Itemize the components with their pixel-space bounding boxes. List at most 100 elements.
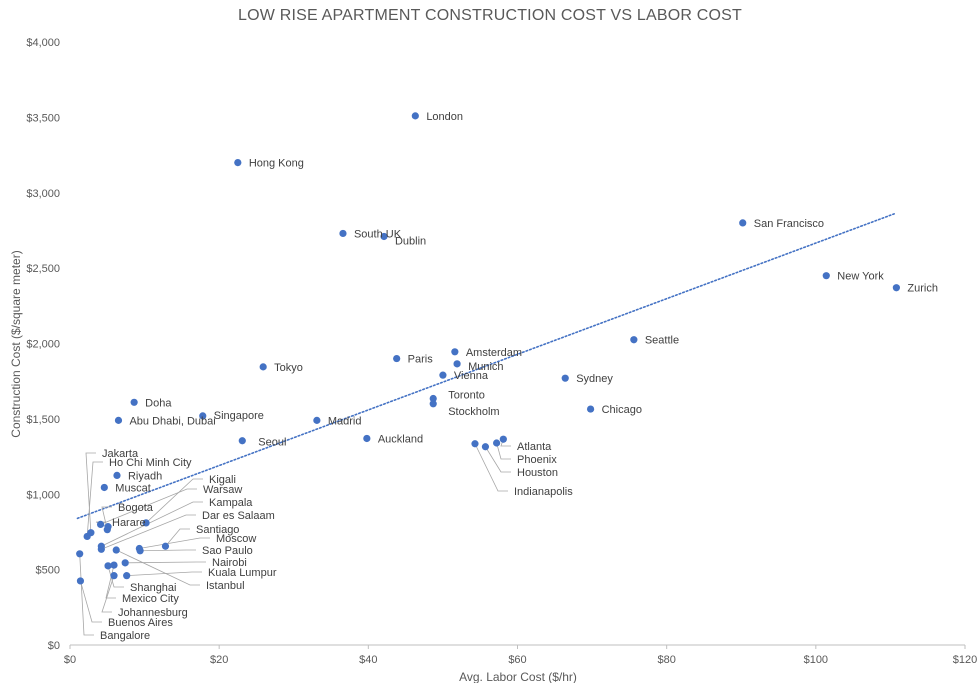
x-tick-label: $0	[64, 654, 76, 666]
leader-kampala	[101, 501, 203, 547]
point-london	[411, 112, 419, 120]
label-kuala-lumpur: Kuala Lumpur	[208, 567, 277, 579]
x-axis-title: Avg. Labor Cost ($/hr)	[459, 670, 577, 683]
label-toronto: Toronto	[448, 390, 485, 402]
point-kigali	[142, 519, 150, 527]
leader-moscow	[139, 537, 210, 549]
label-kigali: Kigali	[209, 474, 236, 486]
leader-warsaw	[100, 488, 197, 525]
label-munich: Munich	[468, 361, 503, 373]
label-south-uk: South UK	[354, 228, 402, 240]
point-new-york	[822, 272, 830, 280]
y-tick-label: $1,500	[26, 414, 60, 426]
point-phoenix	[493, 439, 501, 447]
label-seoul: Seoul	[258, 437, 286, 449]
point-toronto	[429, 394, 437, 403]
point-south-uk	[339, 229, 347, 238]
point-houston	[481, 443, 490, 451]
point-zurich	[892, 284, 900, 292]
y-tick-label: $1,000	[26, 489, 60, 501]
label-singapore: Singapore	[214, 410, 264, 422]
label-chicago: Chicago	[602, 404, 642, 416]
label-london: London	[426, 111, 463, 123]
leader-shanghai	[107, 565, 124, 588]
point-warsaw	[96, 520, 105, 529]
axes: $0 $20 $40 $60 $80 $100 $120 $0 $500 $1,000 $1,500…	[26, 37, 977, 666]
label-jakarta: Jakarta	[102, 448, 139, 460]
label-san-francisco: San Francisco	[754, 218, 824, 230]
leader-buenos-aires	[80, 580, 102, 623]
label-bogota: Bogota	[118, 502, 154, 514]
leader-jakarta	[85, 452, 96, 533]
point-santiago	[161, 542, 170, 550]
x-tick-label: $40	[359, 654, 377, 666]
y-tick-label: $2,500	[26, 263, 60, 275]
point-tokyo	[259, 363, 267, 371]
label-vienna: Vienna	[454, 370, 489, 382]
point-istanbul	[112, 546, 120, 554]
label-paris: Paris	[408, 354, 434, 366]
label-seattle: Seattle	[645, 335, 679, 347]
label-riyadh: Riyadh	[128, 470, 162, 482]
point-buenos-aires	[76, 577, 85, 585]
label-johannesburg: Johannesburg	[118, 607, 188, 619]
label-muscat: Muscat	[115, 482, 150, 494]
leader-kigali	[145, 478, 203, 524]
label-dublin: Dublin	[395, 235, 426, 247]
label-sydney: Sydney	[576, 373, 613, 385]
point-san-francisco	[739, 219, 747, 227]
point-abu-dhabi-dubai	[114, 416, 123, 424]
label-atlanta: Atlanta	[517, 441, 552, 453]
label-doha: Doha	[145, 397, 172, 409]
point-dar-es-salaam	[97, 545, 105, 553]
label-houston: Houston	[517, 467, 558, 479]
point-dublin	[380, 232, 388, 241]
point-bangalore	[76, 550, 84, 558]
label-new-york: New York	[837, 271, 884, 283]
x-tick-label: $20	[210, 654, 228, 666]
leader-lines	[79, 439, 511, 636]
label-ho-chi-minh-city: Ho Chi Minh City	[109, 457, 192, 469]
point-ho-chi-minh-city	[83, 532, 91, 541]
data-labels: London Hong Kong San Francisco South UKDubl…	[100, 111, 938, 642]
label-istanbul: Istanbul	[206, 580, 245, 592]
point-stockholm	[429, 400, 437, 408]
label-indianapolis: Indianapolis	[514, 486, 573, 498]
chart-title: LOW RISE APARTMENT CONSTRUCTION COST VS …	[238, 7, 742, 24]
label-bangalore: Bangalore	[100, 630, 150, 642]
point-riyadh	[113, 471, 121, 480]
label-buenos-aires: Buenos Aires	[108, 617, 173, 629]
x-tick-label: $60	[508, 654, 526, 666]
label-kampala: Kampala	[209, 497, 253, 509]
label-phoenix: Phoenix	[517, 454, 557, 466]
point-amsterdam	[451, 348, 459, 356]
label-mexico-city: Mexico City	[122, 593, 179, 605]
point-nairobi	[121, 559, 129, 567]
y-tick-label: $0	[48, 640, 60, 652]
point-vienna	[439, 371, 447, 379]
point-johannesburg	[110, 572, 118, 580]
x-tick-label: $100	[804, 654, 828, 666]
label-amsterdam: Amsterdam	[466, 347, 522, 359]
point-bogota	[103, 526, 111, 534]
point-sydney	[561, 374, 569, 382]
label-tokyo: Tokyo	[274, 362, 303, 374]
leader-phoenix	[496, 442, 511, 460]
label-shanghai: Shanghai	[130, 582, 177, 594]
point-muscat	[100, 483, 108, 492]
label-auckland: Auckland	[378, 433, 423, 445]
point-indianapolis	[471, 440, 479, 448]
point-kuala-lumpur	[123, 572, 131, 580]
point-paris	[393, 354, 401, 363]
leader-istanbul	[116, 549, 200, 586]
label-hong-kong: Hong Kong	[249, 158, 304, 170]
leader-houston	[485, 446, 511, 473]
label-dar-es-salaam: Dar es Salaam	[202, 510, 275, 522]
leader-mexico-city	[105, 565, 116, 599]
leader-ho-chi-minh-city	[86, 461, 103, 537]
label-madrid: Madrid	[328, 415, 362, 427]
label-sao-paulo: Sao Paulo	[202, 545, 253, 557]
point-chicago	[586, 405, 595, 413]
